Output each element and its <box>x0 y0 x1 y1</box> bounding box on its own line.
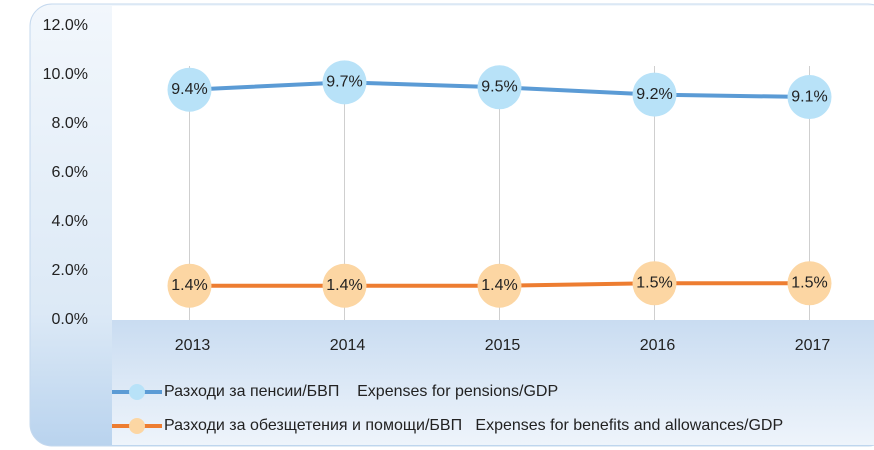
data-label: 1.4% <box>171 277 207 294</box>
legend-marker <box>129 384 145 400</box>
x-tick-label: 2017 <box>795 337 831 354</box>
data-label: 1.4% <box>326 277 362 294</box>
y-tick-label: 8.0% <box>52 115 88 132</box>
y-tick-label: 4.0% <box>52 213 88 230</box>
legend-marker <box>129 418 145 434</box>
data-label: 1.4% <box>481 277 517 294</box>
data-marker <box>787 261 832 306</box>
x-tick-label: 2015 <box>485 337 521 354</box>
data-marker <box>322 263 367 308</box>
y-tick-label: 10.0% <box>43 66 88 83</box>
legend-label: Разходи за обезщетения и помощи/БВП Expe… <box>164 417 783 434</box>
data-label: 1.5% <box>791 274 827 291</box>
x-tick-label: 2013 <box>175 337 211 354</box>
data-marker <box>477 263 522 308</box>
data-label: 9.5% <box>481 78 517 95</box>
data-marker <box>167 263 212 308</box>
data-label: 9.7% <box>326 74 362 91</box>
data-marker <box>632 261 677 306</box>
data-marker <box>787 75 832 120</box>
data-label: 9.2% <box>636 86 672 103</box>
x-tick-label: 2014 <box>330 337 366 354</box>
y-tick-label: 6.0% <box>52 164 88 181</box>
data-marker <box>632 72 677 117</box>
data-marker <box>167 67 212 112</box>
legend-label: Разходи за пенсии/БВП Expenses for pensi… <box>164 383 558 400</box>
x-tick-label: 2016 <box>640 337 676 354</box>
data-marker <box>322 60 367 105</box>
data-marker <box>477 65 522 110</box>
y-tick-label: 0.0% <box>52 311 88 328</box>
data-label: 9.1% <box>791 88 827 105</box>
data-label: 9.4% <box>171 81 207 98</box>
data-label: 1.5% <box>636 274 672 291</box>
y-tick-label: 2.0% <box>52 262 88 279</box>
lower-panel <box>112 320 874 445</box>
y-tick-label: 12.0% <box>43 17 88 34</box>
